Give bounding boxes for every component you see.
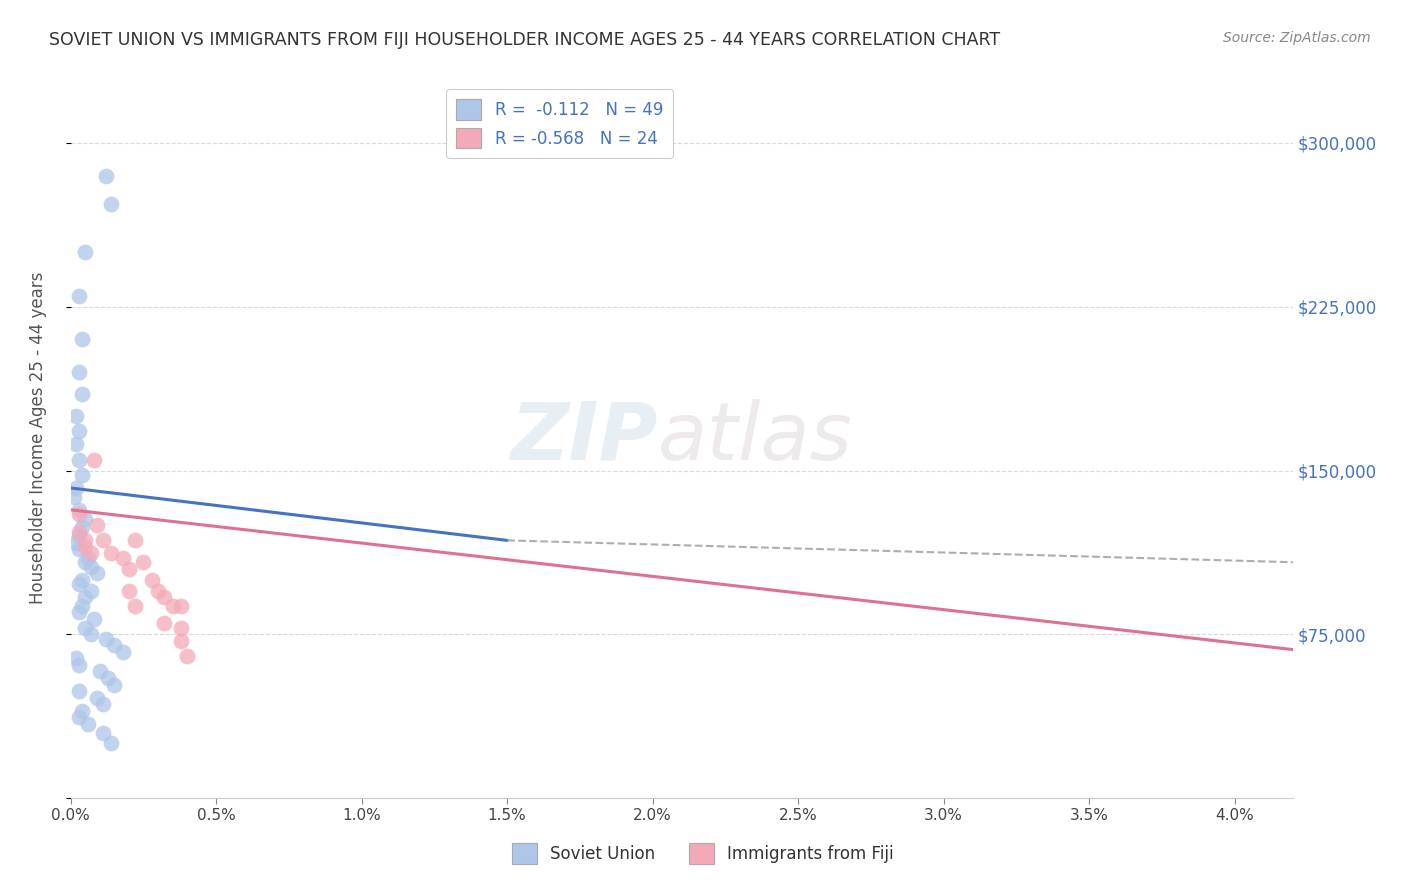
Point bbox=[80, 559, 103, 574]
Point bbox=[152, 590, 174, 604]
Point bbox=[75, 540, 97, 554]
Point bbox=[65, 437, 87, 451]
Point bbox=[75, 621, 97, 635]
Point bbox=[94, 169, 117, 183]
Text: SOVIET UNION VS IMMIGRANTS FROM FIJI HOUSEHOLDER INCOME AGES 25 - 44 YEARS CORRE: SOVIET UNION VS IMMIGRANTS FROM FIJI HOU… bbox=[49, 31, 1000, 49]
Point bbox=[67, 424, 90, 438]
Point bbox=[112, 550, 135, 565]
Point bbox=[67, 710, 90, 724]
Point bbox=[170, 621, 193, 635]
Point bbox=[72, 520, 94, 534]
Point bbox=[103, 638, 125, 652]
Point bbox=[80, 627, 103, 641]
Point bbox=[67, 289, 90, 303]
Point bbox=[67, 657, 90, 672]
Point bbox=[67, 577, 90, 591]
Point bbox=[72, 599, 94, 613]
Point bbox=[91, 725, 114, 739]
Point bbox=[72, 387, 94, 401]
Legend: Soviet Union, Immigrants from Fiji: Soviet Union, Immigrants from Fiji bbox=[506, 837, 900, 871]
Point bbox=[67, 452, 90, 467]
Text: Source: ZipAtlas.com: Source: ZipAtlas.com bbox=[1223, 31, 1371, 45]
Point bbox=[86, 518, 108, 533]
Point bbox=[72, 333, 94, 347]
Point bbox=[77, 550, 100, 565]
Legend: R =  -0.112   N = 49, R = -0.568   N = 24: R = -0.112 N = 49, R = -0.568 N = 24 bbox=[446, 89, 673, 159]
Point bbox=[75, 555, 97, 569]
Point bbox=[65, 535, 87, 549]
Point bbox=[83, 612, 105, 626]
Point bbox=[80, 583, 103, 598]
Point bbox=[124, 533, 146, 548]
Text: ZIP: ZIP bbox=[510, 399, 658, 476]
Point bbox=[67, 606, 90, 620]
Point bbox=[67, 365, 90, 379]
Point bbox=[65, 651, 87, 665]
Point bbox=[176, 649, 198, 664]
Point bbox=[124, 599, 146, 613]
Point bbox=[67, 684, 90, 698]
Y-axis label: Householder Income Ages 25 - 44 years: Householder Income Ages 25 - 44 years bbox=[30, 271, 46, 604]
Point bbox=[75, 533, 97, 548]
Point bbox=[118, 562, 141, 576]
Text: atlas: atlas bbox=[658, 399, 852, 476]
Point bbox=[72, 573, 94, 587]
Point bbox=[146, 583, 169, 598]
Point bbox=[75, 511, 97, 525]
Point bbox=[75, 245, 97, 260]
Point bbox=[67, 529, 90, 543]
Point bbox=[65, 481, 87, 495]
Point bbox=[132, 555, 155, 569]
Point bbox=[72, 467, 94, 482]
Point bbox=[75, 590, 97, 604]
Point bbox=[67, 542, 90, 557]
Point bbox=[91, 697, 114, 711]
Point bbox=[162, 599, 184, 613]
Point bbox=[170, 599, 193, 613]
Point bbox=[170, 633, 193, 648]
Point bbox=[100, 547, 122, 561]
Point bbox=[91, 533, 114, 548]
Point bbox=[67, 503, 90, 517]
Point bbox=[62, 490, 84, 504]
Point bbox=[65, 409, 87, 423]
Point bbox=[100, 736, 122, 750]
Point bbox=[77, 716, 100, 731]
Point bbox=[89, 665, 111, 679]
Point bbox=[72, 704, 94, 718]
Point bbox=[152, 616, 174, 631]
Point bbox=[86, 566, 108, 581]
Point bbox=[112, 645, 135, 659]
Point bbox=[141, 573, 163, 587]
Point bbox=[103, 677, 125, 691]
Point bbox=[86, 690, 108, 705]
Point bbox=[100, 197, 122, 211]
Point bbox=[67, 507, 90, 521]
Point bbox=[67, 524, 90, 539]
Point bbox=[94, 632, 117, 646]
Point bbox=[97, 671, 120, 685]
Point bbox=[83, 452, 105, 467]
Point bbox=[118, 583, 141, 598]
Point bbox=[80, 547, 103, 561]
